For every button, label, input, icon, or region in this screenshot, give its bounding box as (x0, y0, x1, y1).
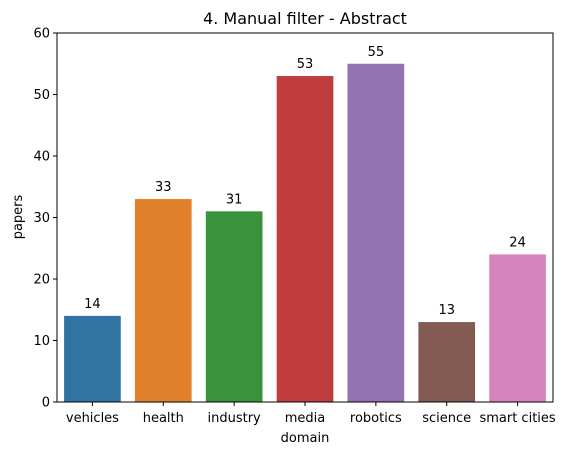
bar (64, 315, 121, 402)
x-tick-label: smart cities (479, 411, 555, 426)
bar-value-label: 53 (297, 57, 314, 72)
bar-value-label: 13 (438, 303, 455, 318)
x-tick-label: health (143, 411, 184, 426)
y-tick-label: 20 (33, 273, 50, 288)
plot-frame (56, 32, 554, 403)
y-tick-label: 0 (42, 396, 50, 411)
x-axis-ticks: vehicles health industry media robotics scien… (66, 402, 556, 426)
bar-series (64, 63, 546, 403)
chart-title: 4. Manual filter - Abstract (203, 9, 407, 28)
y-axis-ticks: 0 10 20 30 40 50 60 (33, 27, 57, 411)
y-tick-label: 50 (33, 88, 50, 103)
y-tick-label: 60 (33, 27, 50, 42)
bar (276, 76, 334, 403)
bar-value-label: 31 (226, 192, 243, 207)
bar (134, 199, 192, 402)
x-tick-label: science (422, 411, 471, 426)
data-labels: 14 33 31 53 55 13 24 (84, 45, 526, 318)
y-axis-label: papers (11, 194, 26, 239)
y-tick-label: 30 (33, 211, 50, 226)
y-tick-label: 40 (33, 150, 50, 165)
y-tick-label: 10 (33, 334, 50, 349)
bar (418, 322, 476, 402)
bar-value-label: 55 (368, 45, 385, 60)
x-tick-label: industry (208, 411, 262, 426)
bar (205, 211, 263, 402)
x-tick-label: vehicles (66, 411, 119, 426)
x-tick-label: robotics (350, 411, 402, 426)
x-axis-label: domain (281, 431, 330, 446)
bar-value-label: 33 (155, 180, 172, 195)
bar (347, 63, 405, 402)
bar-value-label: 24 (509, 235, 526, 250)
bar (489, 254, 546, 402)
x-tick-label: media (285, 411, 326, 426)
bar-value-label: 14 (84, 297, 101, 312)
